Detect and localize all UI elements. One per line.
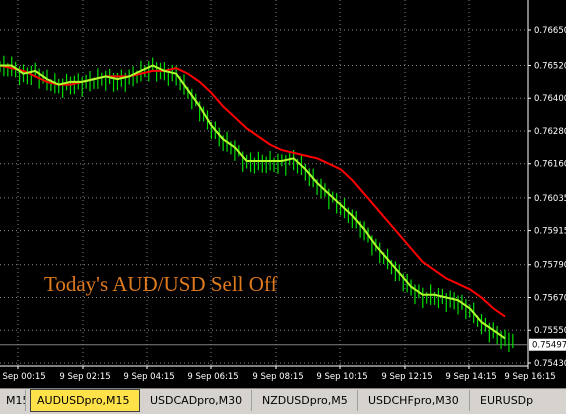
tab-nzdusd-m5[interactable]: NZDUSDpro,M5 [256,390,358,411]
price-tick-label: 0.76035 [534,194,566,204]
time-tick-label: 9 Sep 16:15 [504,372,555,382]
time-tick-label: 9 Sep 10:15 [316,372,367,382]
tab-eurusd[interactable]: EURUSDp [480,394,534,407]
price-tick-label: 0.75790 [534,261,566,271]
price-tick-label: 0.75915 [534,227,566,237]
price-tick-label: 0.76520 [534,61,566,71]
chart-canvas[interactable]: 0.76650 0.76520 0.76400 0.76280 0.76160 0.760… [0,0,566,388]
tab-chart-1[interactable]: M15 [0,390,26,411]
time-tick-label: 9 Sep 04:15 [123,372,174,382]
price-tick-label: 0.75670 [534,293,566,303]
chart-annotation: Today's AUD/USD Sell Off [44,272,278,296]
price-tick-label: 0.75430 [534,359,566,369]
current-price-box [529,338,566,351]
time-tick-label: 9 Sep 12:15 [381,372,432,382]
tab-audusd-m15[interactable]: AUDUSDpro,M15 [30,389,140,412]
time-tick-label: 9 Sep 14:15 [445,372,496,382]
price-chart[interactable]: 0.76650 0.76520 0.76400 0.76280 0.76160 0.760… [0,0,566,388]
time-tick-label: 9 Sep 00:15 [0,372,46,382]
tab-usdcad-m30[interactable]: USDCADpro,M30 [144,390,252,411]
chart-tab-bar: M15 AUDUSDpro,M15 USDCADpro,M30 NZDUSDpr… [0,388,566,414]
price-tick-label: 0.76400 [534,94,566,104]
time-tick-label: 9 Sep 06:15 [187,372,238,382]
time-tick-label: 9 Sep 08:15 [252,372,303,382]
price-tick-label: 0.76650 [534,26,566,36]
price-tick-label: 0.75550 [534,326,566,336]
current-price-label: 0.75497 [532,341,566,351]
price-tick-label: 0.76280 [534,127,566,137]
tab-usdchf-m30[interactable]: USDCHFpro,M30 [362,390,470,411]
price-tick-label: 0.76160 [534,160,566,170]
fast-moving-average-line [0,64,506,340]
time-tick-label: 9 Sep 02:15 [59,372,110,382]
